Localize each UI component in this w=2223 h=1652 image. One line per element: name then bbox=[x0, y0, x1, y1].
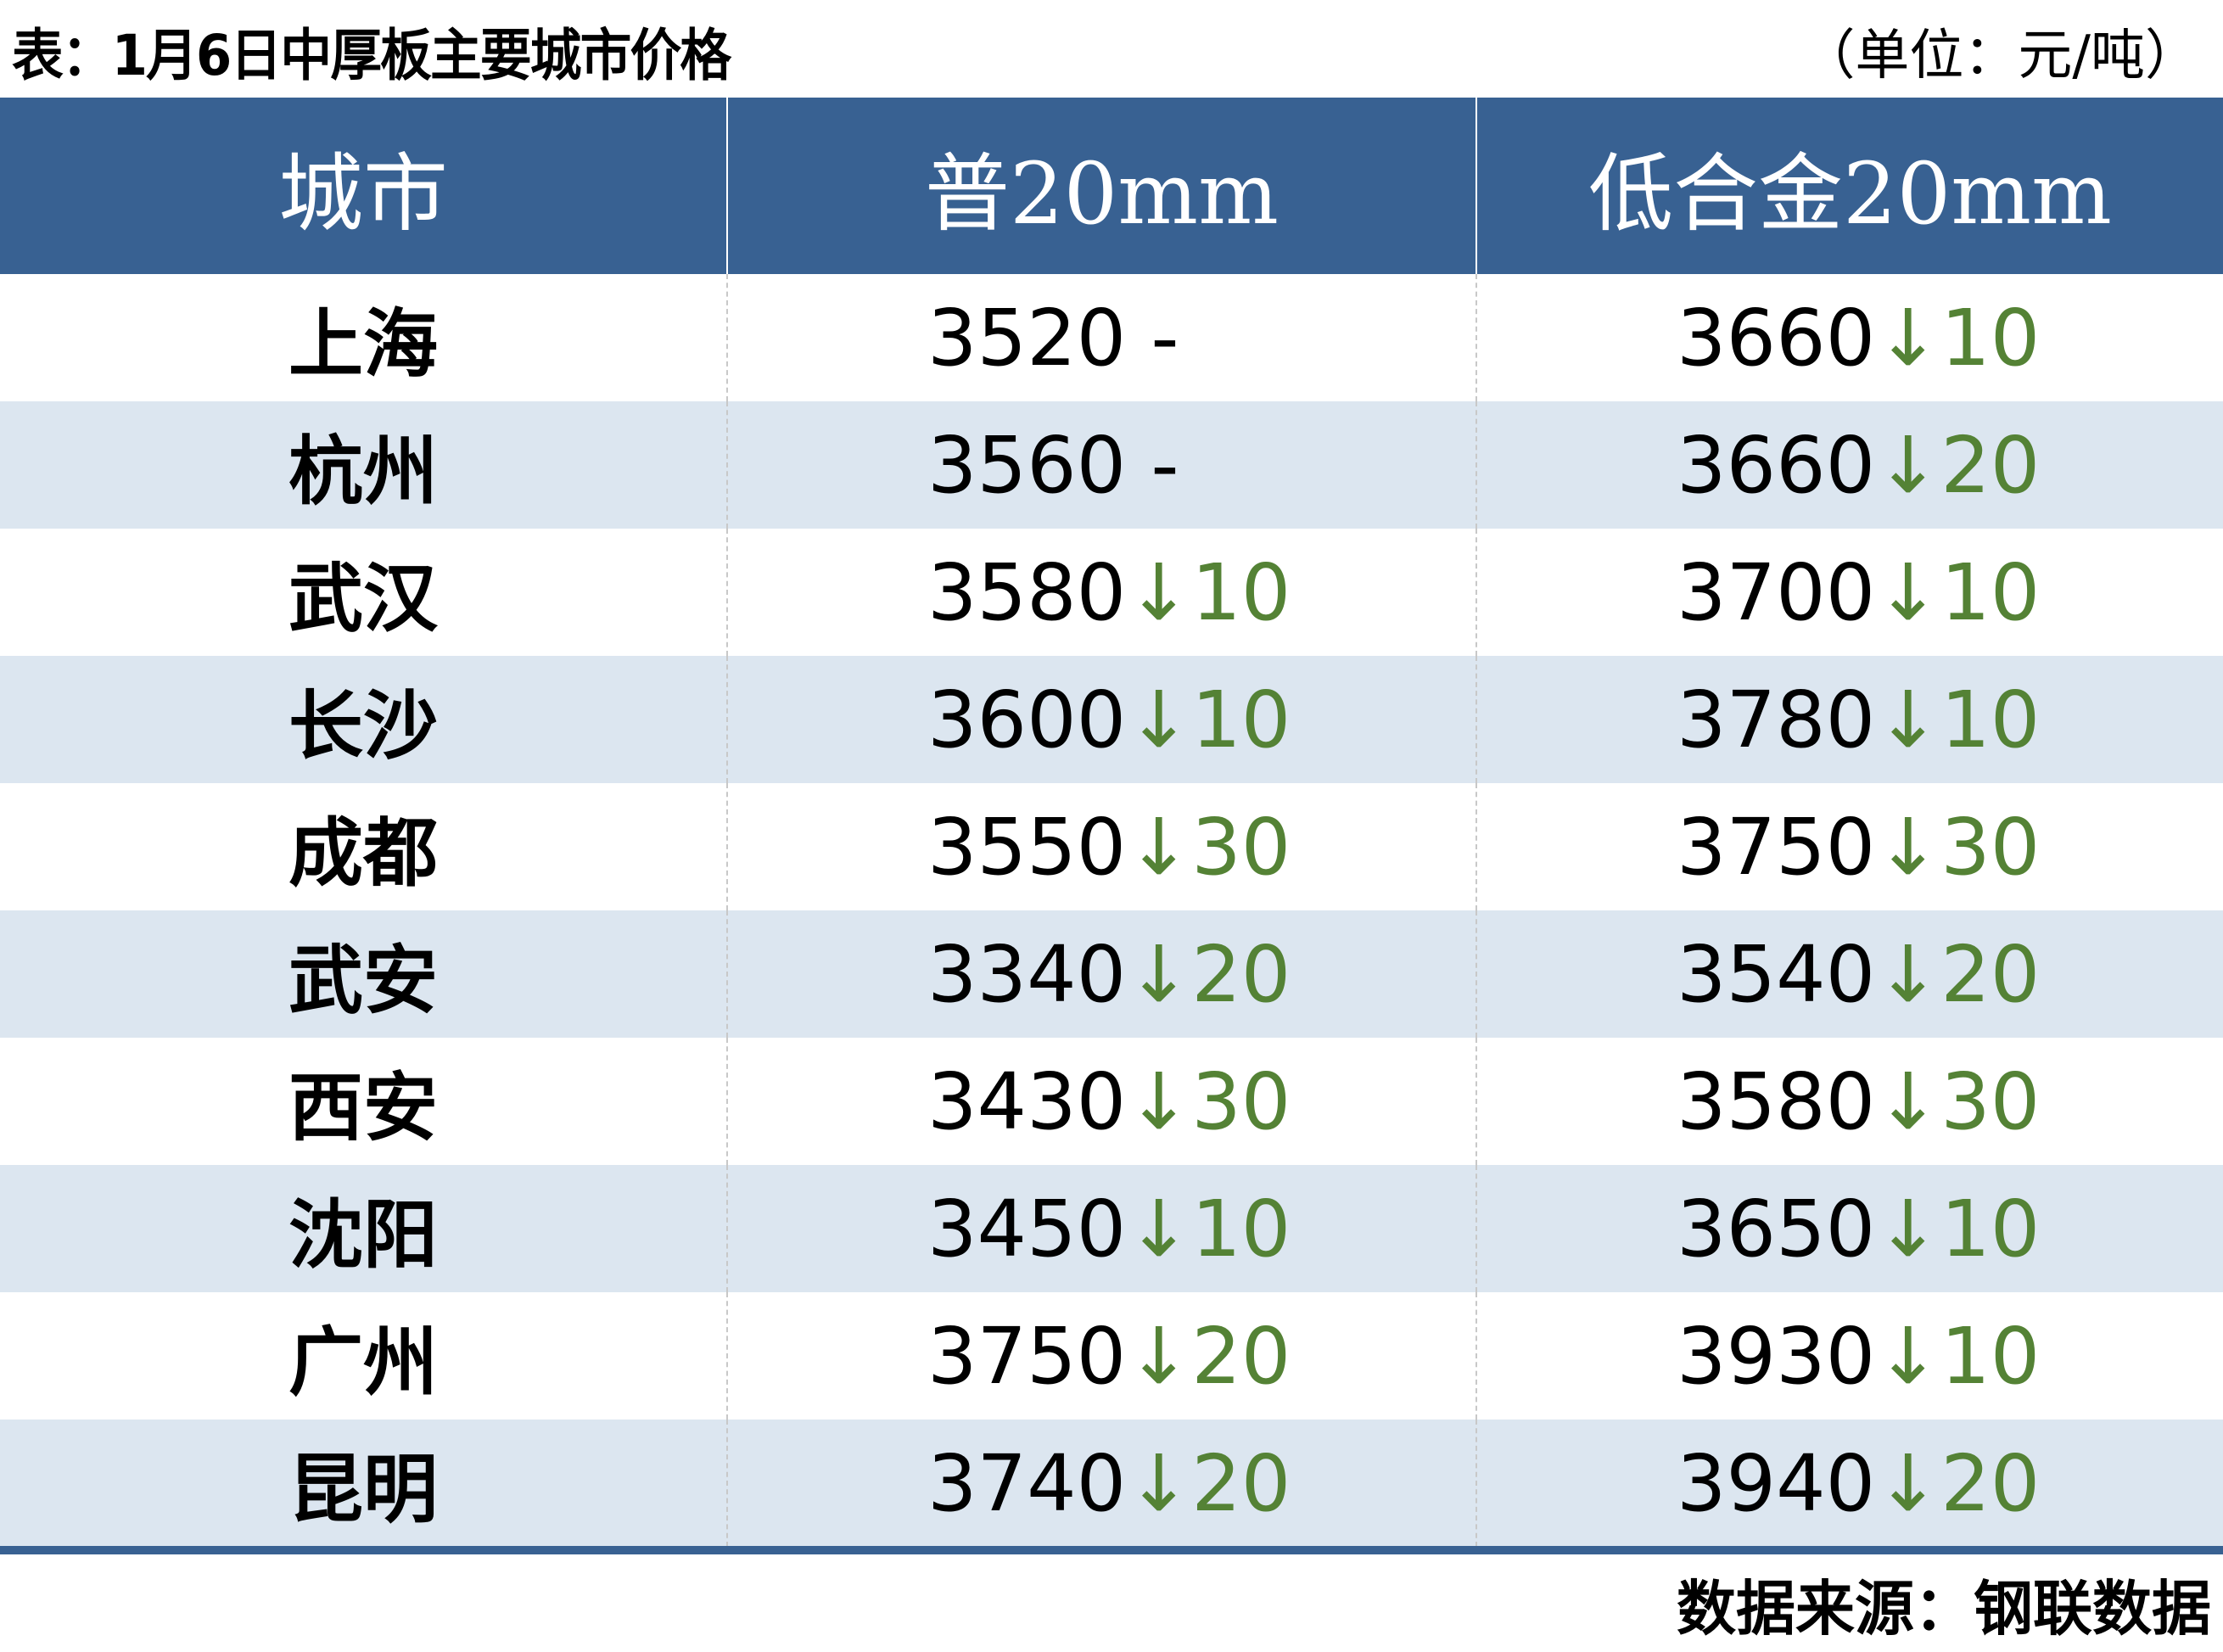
plain-20mm-price: 3430↓30 bbox=[927, 1056, 1291, 1147]
price-table: 城市 普20mm 低合金20mm 上海 3520 -3660↓10 杭州 3560 -… bbox=[0, 98, 2223, 1547]
city-name: 武安 bbox=[288, 936, 438, 1024]
low-alloy-20mm-price: 3580↓30 bbox=[1677, 1056, 2040, 1147]
price-change: ↓10 bbox=[1126, 674, 1291, 765]
price-change: ↓20 bbox=[1126, 928, 1291, 1020]
price-value: 3580 bbox=[927, 546, 1127, 638]
price-value: 3340 bbox=[927, 928, 1127, 1020]
price-value: 3740 bbox=[927, 1437, 1127, 1529]
unit-label: （单位：元/吨） bbox=[1800, 25, 2199, 87]
plain-20mm-price: 3520 - bbox=[927, 293, 1179, 384]
low-alloy-20mm-price: 3660↓20 bbox=[1677, 420, 2040, 511]
plain-20mm-price: 3600↓10 bbox=[927, 675, 1291, 765]
header-plain-20mm: 普20mm bbox=[726, 98, 1476, 274]
price-value: 3660 bbox=[1677, 419, 1876, 511]
city-name: 杭州 bbox=[288, 427, 438, 515]
plain-20mm-price: 3450↓10 bbox=[927, 1184, 1291, 1274]
table-row: 上海 3520 - 3660↓10 bbox=[0, 274, 2223, 401]
plain-20mm-price: 3740↓20 bbox=[927, 1438, 1291, 1529]
price-change: ↓30 bbox=[1875, 801, 2041, 893]
low-alloy-20mm-price: 3540↓20 bbox=[1677, 929, 2040, 1020]
price-change: ↓10 bbox=[1126, 1183, 1291, 1274]
price-value: 3560 bbox=[927, 419, 1127, 511]
price-value: 3940 bbox=[1677, 1437, 1876, 1529]
header-low-alloy-20mm: 低合金20mm bbox=[1475, 98, 2223, 274]
table-row: 杭州 3560 - 3660↓20 bbox=[0, 401, 2223, 529]
plain-20mm-price: 3340↓20 bbox=[927, 929, 1291, 1020]
low-alloy-20mm-price: 3660↓10 bbox=[1677, 293, 2040, 384]
price-change: ↓10 bbox=[1875, 1310, 2041, 1402]
table-title: 表：1月6日中厚板主要城市价格 bbox=[12, 23, 731, 88]
price-value: 3580 bbox=[1677, 1056, 1876, 1147]
price-change: ↓30 bbox=[1126, 801, 1291, 893]
price-change: ↓10 bbox=[1126, 546, 1291, 638]
price-change: ↓20 bbox=[1126, 1437, 1291, 1529]
table-row: 武安 3340↓20 3540↓20 bbox=[0, 910, 2223, 1038]
price-change: ↓30 bbox=[1875, 1056, 2041, 1147]
plain-20mm-price: 3550↓30 bbox=[927, 802, 1291, 893]
city-name: 昆明 bbox=[288, 1445, 438, 1533]
table-bottom-rule bbox=[0, 1546, 2223, 1554]
low-alloy-20mm-price: 3650↓10 bbox=[1677, 1184, 2040, 1274]
low-alloy-20mm-price: 3780↓10 bbox=[1677, 675, 2040, 765]
city-name: 西安 bbox=[288, 1063, 438, 1151]
price-value: 3750 bbox=[1677, 801, 1876, 893]
city-name: 成都 bbox=[288, 809, 438, 897]
price-change: ↓20 bbox=[1875, 1437, 2041, 1529]
price-change: ↓20 bbox=[1875, 928, 2041, 1020]
price-value: 3660 bbox=[1677, 292, 1876, 384]
header-row: 城市 普20mm 低合金20mm bbox=[0, 98, 2223, 274]
plain-20mm-price: 3580↓10 bbox=[927, 547, 1291, 638]
price-change: - bbox=[1126, 419, 1179, 511]
price-value: 3520 bbox=[927, 292, 1127, 384]
price-change: ↓10 bbox=[1875, 292, 2041, 384]
price-value: 3700 bbox=[1677, 546, 1876, 638]
table-row: 武汉 3580↓10 3700↓10 bbox=[0, 529, 2223, 656]
city-name: 广州 bbox=[288, 1318, 438, 1406]
table-row: 昆明 3740↓20 3940↓20 bbox=[0, 1420, 2223, 1547]
city-name: 长沙 bbox=[288, 681, 438, 770]
table-row: 沈阳 3450↓10 3650↓10 bbox=[0, 1165, 2223, 1292]
price-value: 3930 bbox=[1677, 1310, 1876, 1402]
price-change: ↓20 bbox=[1126, 1310, 1291, 1402]
price-value: 3550 bbox=[927, 801, 1127, 893]
city-name: 沈阳 bbox=[288, 1190, 438, 1279]
low-alloy-20mm-price: 3750↓30 bbox=[1677, 802, 2040, 893]
low-alloy-20mm-price: 3940↓20 bbox=[1677, 1438, 2040, 1529]
plain-20mm-price: 3560 - bbox=[927, 420, 1179, 511]
city-name: 武汉 bbox=[288, 554, 438, 642]
price-change: ↓10 bbox=[1875, 546, 2041, 638]
price-value: 3650 bbox=[1677, 1183, 1876, 1274]
table-row: 长沙 3600↓10 3780↓10 bbox=[0, 656, 2223, 783]
city-name: 上海 bbox=[288, 300, 438, 388]
low-alloy-20mm-price: 3930↓10 bbox=[1677, 1311, 2040, 1402]
header-city: 城市 bbox=[0, 98, 727, 274]
table-row: 成都 3550↓30 3750↓30 bbox=[0, 783, 2223, 910]
table-row: 广州 3750↓20 3930↓10 bbox=[0, 1292, 2223, 1420]
price-value: 3540 bbox=[1677, 928, 1876, 1020]
title-bar: 表：1月6日中厚板主要城市价格 （单位：元/吨） bbox=[0, 0, 2223, 97]
price-value: 3600 bbox=[927, 674, 1127, 765]
price-value: 3780 bbox=[1677, 674, 1876, 765]
plain-20mm-price: 3750↓20 bbox=[927, 1311, 1291, 1402]
price-change: ↓20 bbox=[1875, 419, 2041, 511]
price-change: - bbox=[1126, 292, 1179, 384]
price-value: 3450 bbox=[927, 1183, 1127, 1274]
price-change: ↓30 bbox=[1126, 1056, 1291, 1147]
price-value: 3430 bbox=[927, 1056, 1127, 1147]
price-value: 3750 bbox=[927, 1310, 1127, 1402]
source-note: 数据来源：钢联数据 bbox=[1677, 1574, 2211, 1644]
price-change: ↓10 bbox=[1875, 674, 2041, 765]
price-change: ↓10 bbox=[1875, 1183, 2041, 1274]
table-row: 西安 3430↓30 3580↓30 bbox=[0, 1038, 2223, 1165]
low-alloy-20mm-price: 3700↓10 bbox=[1677, 547, 2040, 638]
